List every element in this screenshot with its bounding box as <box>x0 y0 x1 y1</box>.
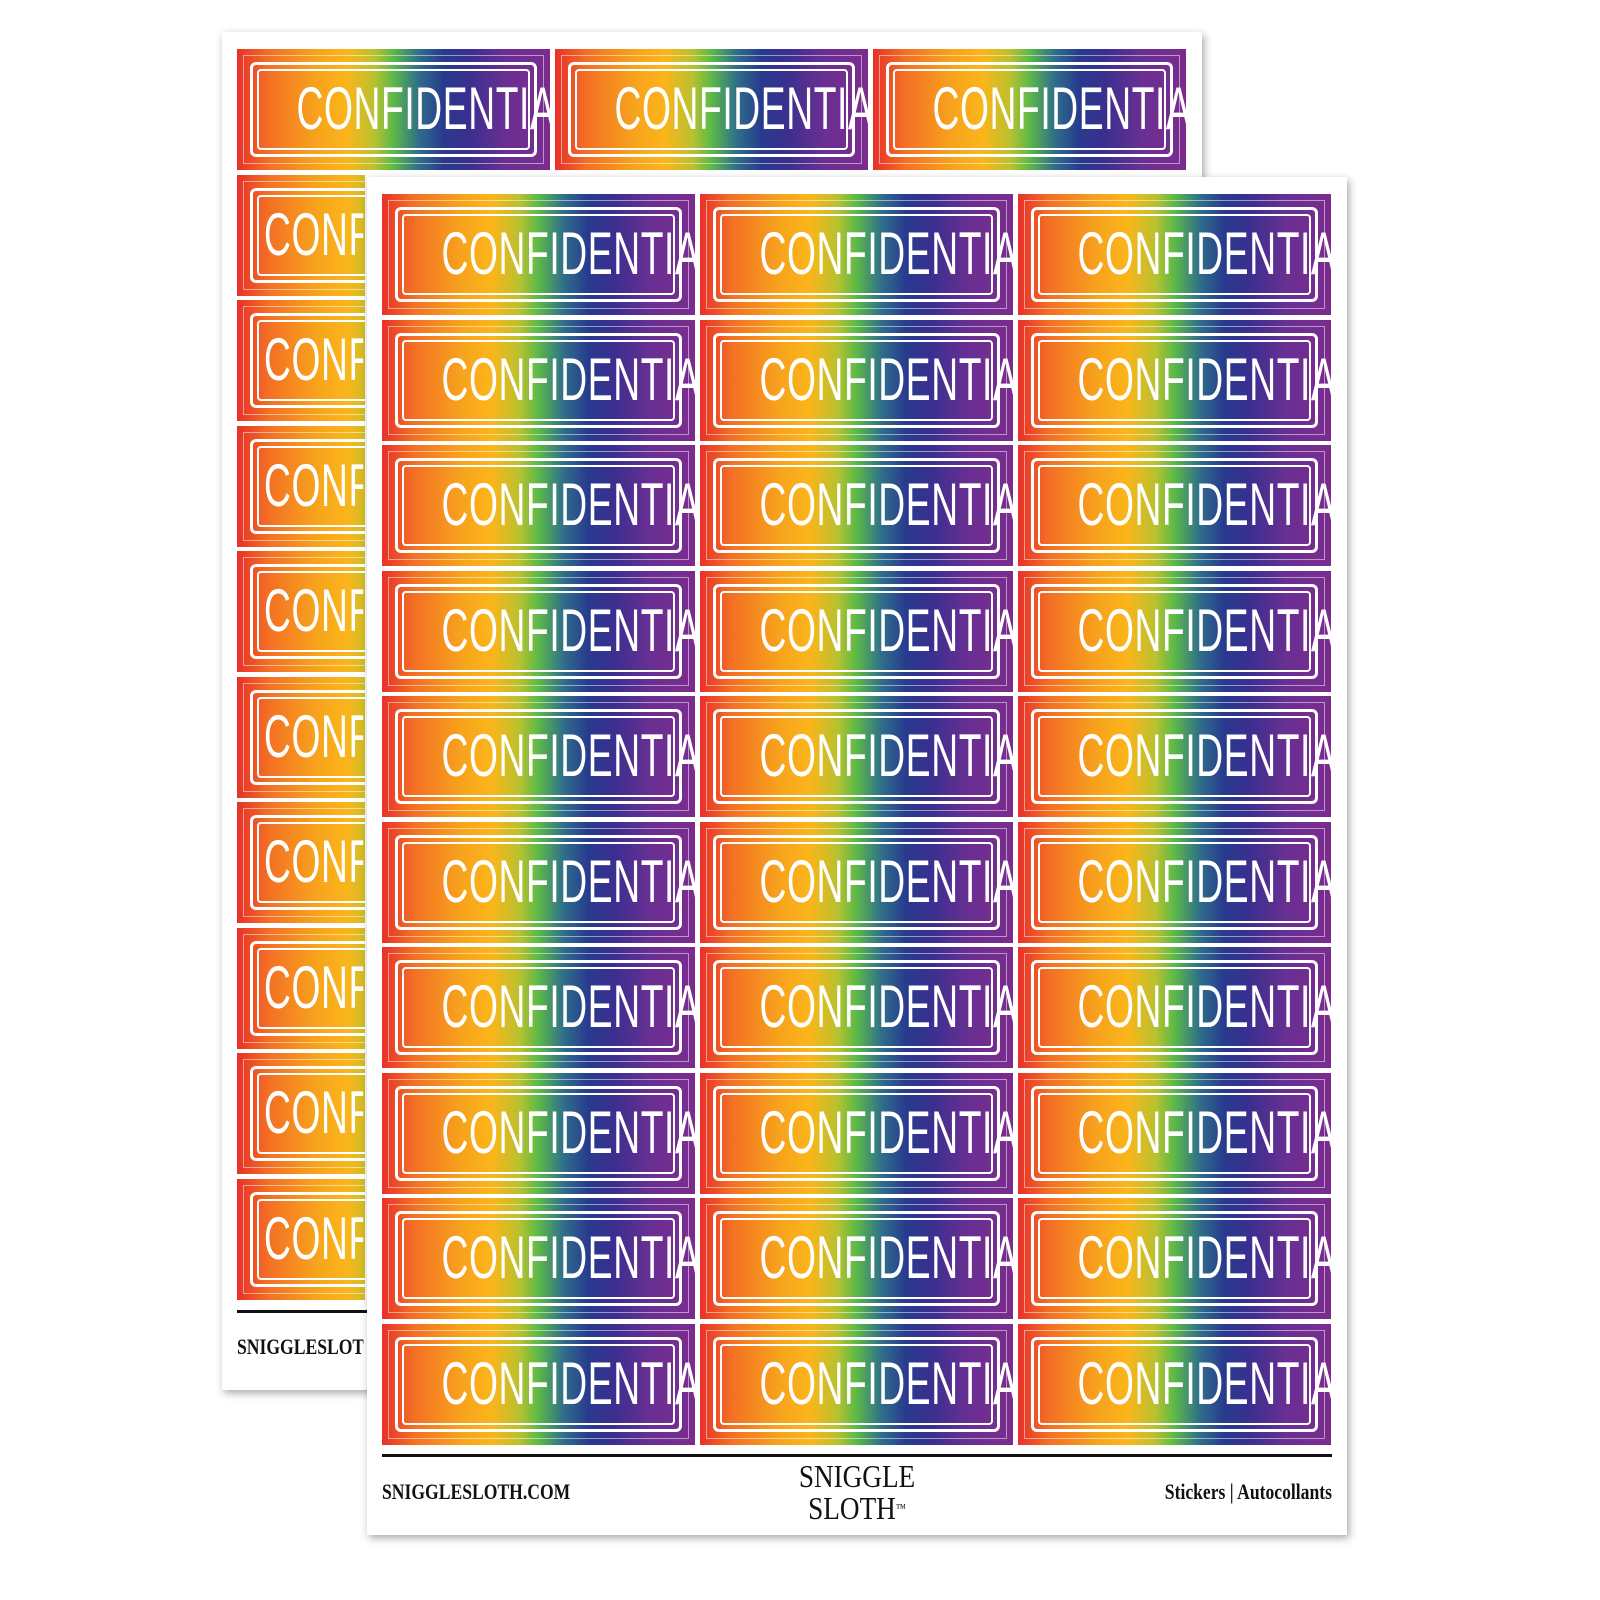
confidential-sticker: CONFIDENTIAL <box>1018 1072 1331 1194</box>
sticker-label: CONFIDENTIAL <box>759 722 1013 789</box>
sticker-label: CONFIDENTIAL <box>759 471 1013 538</box>
confidential-sticker: CONFIDENTIAL <box>237 300 365 421</box>
confidential-sticker: CONFIDENTIAL <box>382 1072 695 1194</box>
sticker-label: CONFIDENTIAL <box>1077 973 1331 1040</box>
sticker-label: CONFIDENTIAL <box>759 847 1013 915</box>
sticker-label: CONFIDENTIAL <box>441 345 695 413</box>
confidential-sticker: CONFIDENTIAL <box>382 947 695 1068</box>
confidential-sticker: CONFIDENTIAL <box>700 319 1013 441</box>
sticker-label: CONFIDENTIAL <box>1077 220 1331 287</box>
confidential-sticker: CONFIDENTIAL <box>382 1198 695 1319</box>
sticker-label: CONFIDENTIAL <box>264 829 363 895</box>
sticker-label: CONFIDENTIAL <box>759 1098 1013 1166</box>
confidential-sticker: CONFIDENTIAL <box>873 49 1186 170</box>
sticker-label: CONFIDENTIAL <box>932 75 1186 142</box>
sticker-label: CONFIDENTIAL <box>441 847 695 915</box>
confidential-sticker: CONFIDENTIAL <box>700 1323 1013 1445</box>
footer-rule <box>382 1454 1332 1457</box>
confidential-sticker: CONFIDENTIAL <box>700 570 1013 692</box>
confidential-sticker: CONFIDENTIAL <box>1018 194 1331 315</box>
sticker-label: CONFIDENTIAL <box>264 703 363 770</box>
logo-line1: SNIGGLE <box>798 1458 916 1494</box>
footer-stickers-label: Stickers | Autocollants <box>1164 1479 1332 1504</box>
logo-line2: SLOTH <box>808 1490 896 1526</box>
confidential-sticker: CONFIDENTIAL <box>237 676 365 798</box>
confidential-sticker: CONFIDENTIAL <box>382 194 695 315</box>
confidential-sticker: CONFIDENTIAL <box>237 551 365 672</box>
confidential-sticker: CONFIDENTIAL <box>382 570 695 692</box>
confidential-sticker: CONFIDENTIAL <box>700 1198 1013 1319</box>
sticker-label: CONFIDENTIAL <box>441 722 695 789</box>
sticker-label: CONFIDENTIAL <box>1077 847 1331 915</box>
confidential-sticker: CONFIDENTIAL <box>237 49 550 170</box>
sticker-label: CONFIDENTIAL <box>441 1349 695 1417</box>
confidential-sticker: CONFIDENTIAL <box>382 1323 695 1445</box>
confidential-sticker: CONFIDENTIAL <box>1018 1198 1331 1319</box>
sticker-label: CONFIDENTIAL <box>1077 345 1331 413</box>
confidential-sticker: CONFIDENTIAL <box>382 445 695 566</box>
confidential-sticker: CONFIDENTIAL <box>382 319 695 441</box>
confidential-sticker: CONFIDENTIAL <box>700 947 1013 1068</box>
confidential-sticker: CONFIDENTIAL <box>1018 445 1331 566</box>
sticker-label: CONFIDENTIAL <box>441 1098 695 1166</box>
sniggle-sloth-logo: SNIGGLE SLOTH™ <box>781 1460 934 1524</box>
sticker-label: CONFIDENTIAL <box>441 471 695 538</box>
sticker-label: CONFIDENTIAL <box>264 201 363 268</box>
sticker-label: CONFIDENTIAL <box>264 452 363 519</box>
sticker-label: CONFIDENTIAL <box>759 1349 1013 1417</box>
confidential-sticker: CONFIDENTIAL <box>1018 319 1331 441</box>
sticker-label: CONFIDENTIAL <box>264 578 363 644</box>
sticker-label: CONFIDENTIAL <box>264 1205 363 1272</box>
confidential-sticker: CONFIDENTIAL <box>1018 947 1331 1068</box>
sticker-label: CONFIDENTIAL <box>296 75 550 142</box>
confidential-sticker: CONFIDENTIAL <box>1018 1323 1331 1445</box>
sticker-label: CONFIDENTIAL <box>441 973 695 1040</box>
sticker-label: CONFIDENTIAL <box>441 220 695 287</box>
sticker-label: CONFIDENTIAL <box>1077 596 1331 664</box>
confidential-sticker: CONFIDENTIAL <box>1018 570 1331 692</box>
confidential-sticker: CONFIDENTIAL <box>237 1178 365 1300</box>
sticker-label: CONFIDENTIAL <box>441 596 695 664</box>
confidential-sticker: CONFIDENTIAL <box>382 696 695 817</box>
confidential-sticker: CONFIDENTIAL <box>700 445 1013 566</box>
confidential-sticker: CONFIDENTIAL <box>237 1053 365 1174</box>
confidential-sticker: CONFIDENTIAL <box>700 696 1013 817</box>
confidential-sticker: CONFIDENTIAL <box>382 821 695 943</box>
sticker-label: CONFIDENTIAL <box>614 75 868 142</box>
sticker-label: CONFIDENTIAL <box>1077 722 1331 789</box>
confidential-sticker: CONFIDENTIAL <box>1018 696 1331 817</box>
sticker-label: CONFIDENTIAL <box>759 973 1013 1040</box>
sticker-label: CONFIDENTIAL <box>1077 1349 1331 1417</box>
trademark: ™ <box>895 1501 906 1515</box>
sticker-label: CONFIDENTIAL <box>759 345 1013 413</box>
confidential-sticker: CONFIDENTIAL <box>237 927 365 1049</box>
sticker-label: CONFIDENTIAL <box>441 1224 695 1291</box>
sticker-label: CONFIDENTIAL <box>1077 471 1331 538</box>
sticker-label: CONFIDENTIAL <box>759 1224 1013 1291</box>
footer-rule <box>237 1310 367 1313</box>
confidential-sticker: CONFIDENTIAL <box>700 821 1013 943</box>
confidential-sticker: CONFIDENTIAL <box>700 1072 1013 1194</box>
sticker-label: CONFIDENTIAL <box>264 1080 363 1146</box>
confidential-sticker: CONFIDENTIAL <box>237 802 365 923</box>
sticker-label: CONFIDENTIAL <box>759 596 1013 664</box>
sticker-label: CONFIDENTIAL <box>1077 1224 1331 1291</box>
confidential-sticker: CONFIDENTIAL <box>700 194 1013 315</box>
sticker-label: CONFIDENTIAL <box>1077 1098 1331 1166</box>
sticker-label: CONFIDENTIAL <box>264 327 363 393</box>
confidential-sticker: CONFIDENTIAL <box>555 49 868 170</box>
sticker-label: CONFIDENTIAL <box>759 220 1013 287</box>
confidential-sticker: CONFIDENTIAL <box>1018 821 1331 943</box>
front-sticker-sheet: CONFIDENTIAL CONFIDENTIAL CONFIDENTIAL CONF… <box>367 177 1347 1535</box>
footer-site: SNIGGLESLOTH.COM <box>382 1479 571 1504</box>
sticker-label: CONFIDENTIAL <box>264 954 363 1021</box>
footer-site: SNIGGLESLOTH.C <box>237 1334 364 1359</box>
confidential-sticker: CONFIDENTIAL <box>237 174 365 296</box>
confidential-sticker: CONFIDENTIAL <box>237 425 365 547</box>
